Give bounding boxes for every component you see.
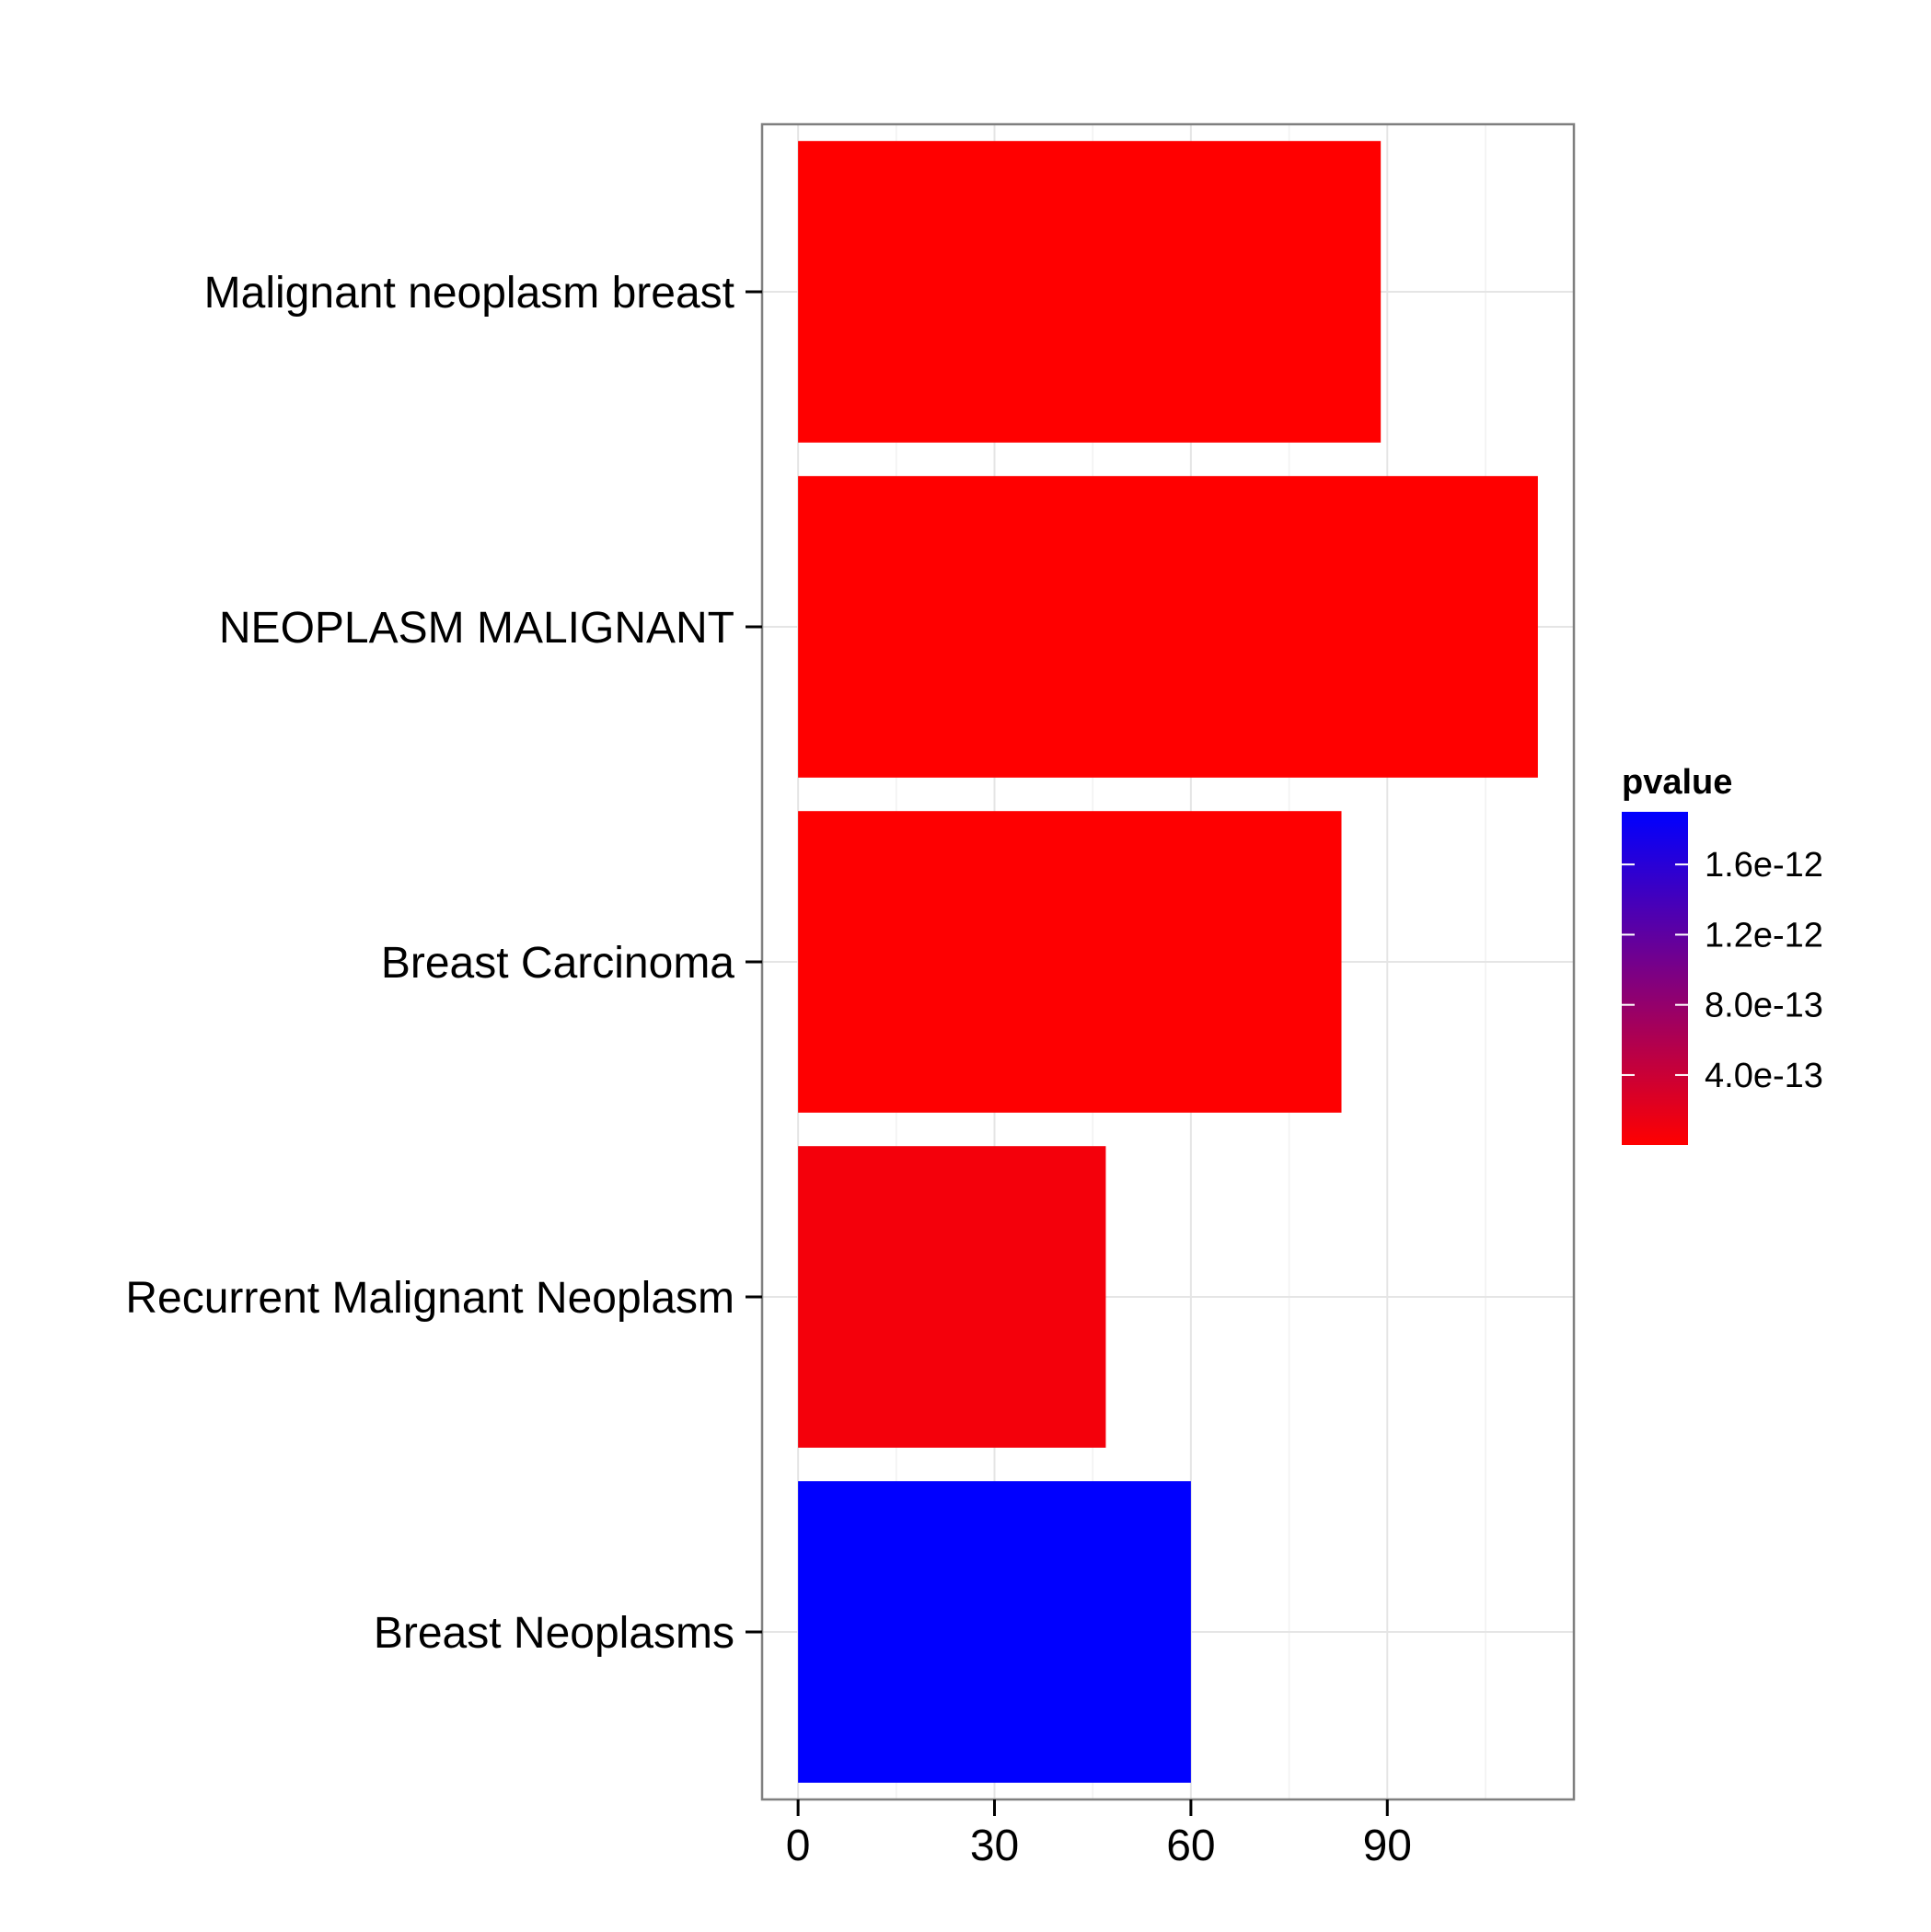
x-tick-label: 90: [1363, 1822, 1412, 1870]
category-label: Malignant neoplasm breast: [204, 269, 734, 318]
bar: [798, 1481, 1191, 1783]
bar: [798, 811, 1342, 1113]
legend-title: pvalue: [1622, 763, 1732, 802]
legend-label: 1.2e-12: [1705, 916, 1823, 954]
x-tick-label: 60: [1166, 1822, 1215, 1870]
category-label: Breast Carcinoma: [381, 939, 734, 988]
legend-colorbar: [1622, 812, 1688, 1145]
bars: [798, 141, 1538, 1783]
category-label: Recurrent Malignant Neoplasm: [125, 1274, 734, 1323]
y-axis: Malignant neoplasm breast NEOPLASM MALIGN…: [125, 269, 762, 1658]
legend: pvalue 4.0e-13 8.0e-13 1.2e-12 1.6e-12: [1622, 763, 1823, 1145]
legend-label: 1.6e-12: [1705, 846, 1823, 885]
category-label: Breast Neoplasms: [374, 1609, 734, 1658]
legend-label: 8.0e-13: [1705, 987, 1823, 1025]
bar: [798, 476, 1538, 778]
bar: [798, 1146, 1106, 1448]
x-axis: 0 30 60 90: [786, 1799, 1412, 1870]
legend-label: 4.0e-13: [1705, 1057, 1823, 1095]
x-tick-label: 0: [786, 1822, 811, 1870]
category-label: NEOPLASM MALIGNANT: [219, 604, 734, 653]
x-tick-label: 30: [970, 1822, 1019, 1870]
bar: [798, 141, 1382, 443]
